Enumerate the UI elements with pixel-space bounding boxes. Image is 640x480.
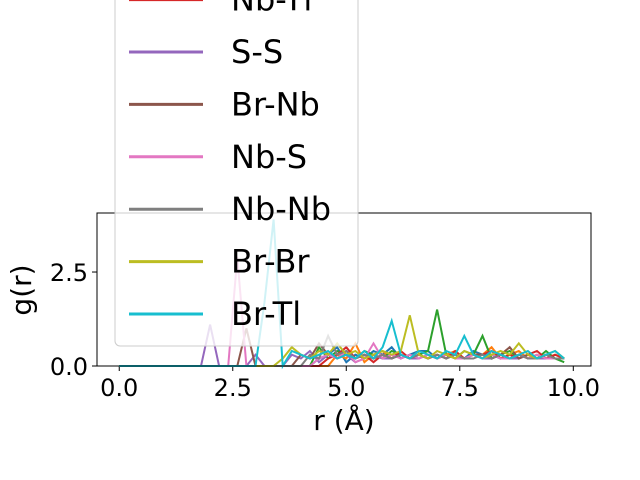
y-axis-label: g(r) (5, 264, 38, 315)
legend-label: Br-Br (231, 243, 310, 281)
x-axis-label: r (Å) (313, 403, 374, 437)
legend-label: Br-Tl (231, 295, 301, 333)
legend-box (114, 0, 359, 347)
x-tick-label: 2.5 (214, 374, 252, 402)
x-tick-label: 0.0 (100, 374, 138, 402)
y-tick-label: 2.5 (50, 259, 88, 287)
x-tick-label: 10.0 (547, 374, 600, 402)
x-tick-label: 7.5 (441, 374, 479, 402)
y-tick-label: 0.0 (50, 353, 88, 381)
legend-label: Nb-Tl (231, 0, 312, 19)
legend-label: Br-Nb (231, 85, 320, 123)
legend-label: Nb-Nb (231, 190, 331, 228)
x-tick-label: 5.0 (327, 374, 365, 402)
legend-label: Nb-S (231, 138, 307, 176)
legend-label: S-S (231, 33, 283, 71)
